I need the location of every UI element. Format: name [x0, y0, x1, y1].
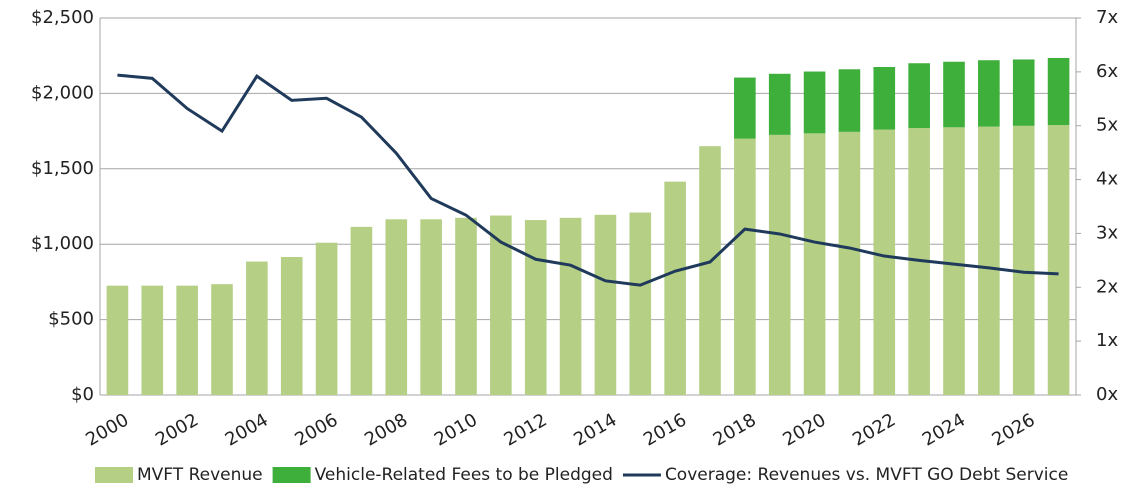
bar — [246, 261, 268, 395]
bar — [280, 257, 303, 395]
y-tick-label: $2,000 — [31, 82, 94, 103]
bar — [943, 127, 965, 395]
bar — [873, 67, 896, 130]
y2-tick-label: 3x — [1096, 222, 1118, 243]
y2-tick-label: 2x — [1096, 276, 1118, 297]
x-tick-label: 2014 — [570, 409, 620, 450]
bar — [176, 285, 198, 395]
y2-tick-label: 4x — [1096, 169, 1118, 190]
bar — [350, 226, 373, 395]
bar — [559, 217, 582, 395]
y2-tick-label: 5x — [1096, 115, 1118, 136]
bar — [106, 285, 129, 395]
bar — [1012, 59, 1035, 126]
x-tick-label: 2018 — [710, 409, 760, 450]
x-tick-label: 2008 — [361, 409, 411, 450]
y2-tick-label: 0x — [1096, 384, 1118, 405]
bar — [803, 133, 826, 395]
x-tick-label: 2004 — [222, 409, 272, 450]
bar — [629, 212, 652, 395]
bar — [664, 181, 686, 395]
x-tick-label: 2010 — [431, 409, 481, 450]
x-tick-label: 2022 — [849, 409, 899, 450]
bar — [734, 77, 756, 139]
bar — [908, 63, 930, 129]
bar — [594, 214, 617, 395]
bar — [524, 220, 547, 395]
legend-label: MVFT Revenue — [137, 465, 263, 485]
bar — [978, 126, 1000, 396]
bar — [838, 131, 861, 395]
bar — [141, 285, 164, 395]
x-tick-label: 2002 — [152, 409, 202, 450]
bar — [1047, 57, 1070, 126]
x-tick-label: 2006 — [291, 409, 341, 450]
y-tick-label: $1,000 — [31, 233, 94, 254]
bar — [978, 60, 1000, 127]
y2-tick-label: 7x — [1096, 7, 1118, 28]
x-tick-label: 2012 — [501, 409, 551, 450]
bar — [211, 284, 233, 395]
y-tick-label: $0 — [71, 384, 94, 405]
x-tick-label: 2020 — [779, 409, 829, 450]
bar — [315, 242, 338, 395]
bar — [385, 219, 408, 395]
bar — [455, 217, 477, 395]
y-tick-label: $2,500 — [31, 7, 94, 28]
legend-swatch — [95, 467, 133, 483]
legend-label: Vehicle-Related Fees to be Pledged — [315, 465, 613, 485]
line — [117, 73, 1059, 287]
bar — [838, 69, 861, 132]
bar — [768, 134, 791, 395]
x-tick-label: 2000 — [82, 409, 132, 450]
bar — [1012, 125, 1035, 396]
y2-tick-label: 6x — [1096, 61, 1118, 82]
bar — [490, 215, 512, 395]
y-tick-label: $1,500 — [31, 158, 94, 179]
legend-label: Coverage: Revenues vs. MVFT GO Debt Serv… — [665, 465, 1068, 485]
bar — [734, 138, 756, 395]
bar — [420, 219, 442, 395]
x-tick-label: 2016 — [640, 409, 690, 450]
bar — [803, 71, 826, 134]
bar — [699, 146, 721, 395]
bar — [943, 61, 965, 128]
bar — [768, 73, 791, 135]
y-tick-label: $500 — [48, 309, 94, 330]
bar — [1047, 125, 1070, 396]
x-tick-label: 2026 — [989, 409, 1039, 450]
legend-swatch — [272, 467, 311, 483]
bar — [873, 129, 896, 396]
x-tick-label: 2024 — [919, 409, 969, 450]
y2-tick-label: 1x — [1096, 330, 1118, 351]
